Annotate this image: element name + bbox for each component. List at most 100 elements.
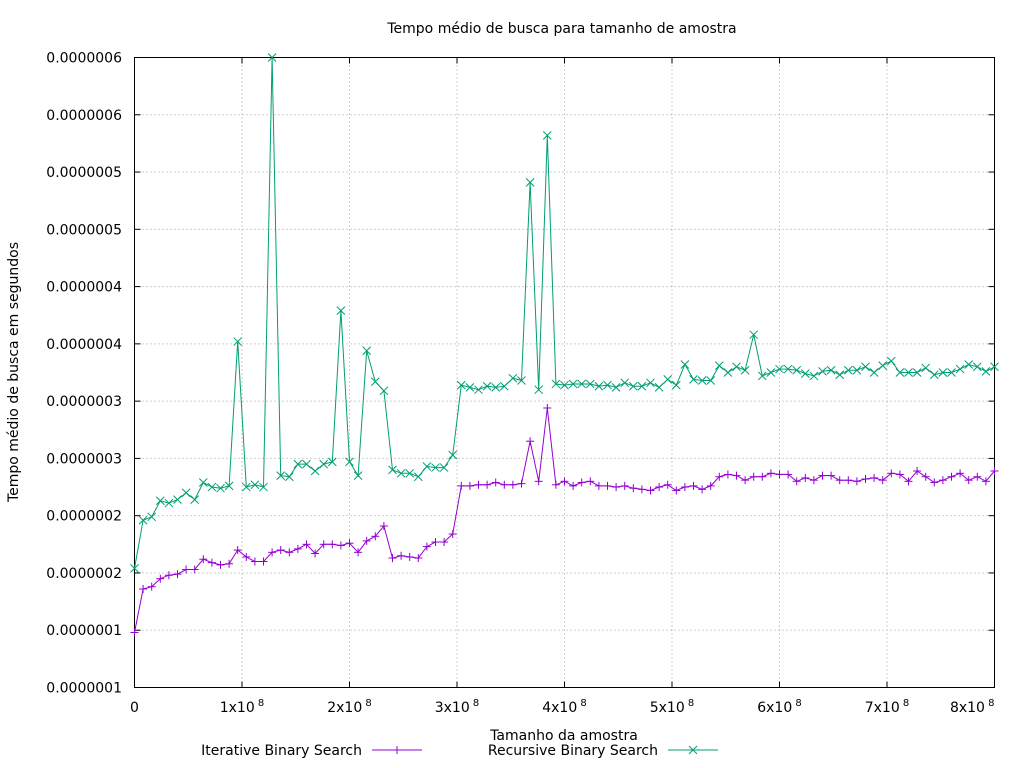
data-point <box>517 479 526 488</box>
legend-label-recursive: Recursive Binary Search <box>488 743 658 759</box>
data-point <box>517 376 526 385</box>
data-point <box>990 362 999 372</box>
data-point <box>827 471 836 480</box>
y-tick-label: 0.0000006 <box>46 51 122 67</box>
data-point <box>792 365 802 375</box>
data-point <box>500 480 509 489</box>
data-point <box>362 536 371 545</box>
data-point <box>671 380 681 390</box>
chart-title: Tempo médio de busca para tamanho de amo… <box>386 21 736 37</box>
data-point <box>465 383 475 392</box>
data-point <box>887 469 896 478</box>
data-point <box>930 478 939 487</box>
data-point <box>826 365 836 375</box>
data-point <box>818 471 827 480</box>
data-point <box>843 365 853 375</box>
data-point <box>569 481 578 490</box>
axis-ticks: 0.0000001 0.0000001 0.0000002 0.0000002 0.00… <box>46 51 995 716</box>
data-point <box>465 481 474 490</box>
data-point <box>233 337 243 346</box>
data-point <box>706 481 715 490</box>
data-point <box>852 477 861 486</box>
data-point <box>628 381 638 391</box>
data-point <box>276 546 285 555</box>
data-point <box>560 380 569 390</box>
legend-marker <box>393 746 401 754</box>
data-point <box>551 480 560 489</box>
data-point <box>431 463 440 472</box>
data-point <box>164 571 173 580</box>
data-point <box>139 584 148 593</box>
x-axis-label: Tamanho da amostra <box>489 728 638 744</box>
legend-label-iterative: Iterative Binary Search <box>201 743 362 759</box>
data-point <box>861 475 870 484</box>
data-point <box>293 544 302 553</box>
y-tick-label: 0.0000002 <box>46 509 122 525</box>
x-tick-label: 7x10 8 <box>865 698 910 716</box>
x-tick-label: 3x10 8 <box>435 698 480 716</box>
data-point <box>680 483 689 492</box>
data-point <box>542 131 552 140</box>
data-point <box>534 477 543 486</box>
y-tick-label: 0.0000001 <box>46 623 122 639</box>
data-point <box>637 485 646 494</box>
data-point <box>440 538 449 547</box>
data-point <box>422 462 432 471</box>
data-point <box>422 542 431 551</box>
y-tick-label: 0.0000005 <box>46 165 122 181</box>
data-point <box>276 471 286 480</box>
data-point <box>844 476 853 485</box>
data-point <box>956 469 965 478</box>
data-point <box>138 515 148 525</box>
x-tick-label: 1x10 8 <box>220 698 265 716</box>
data-point <box>663 480 672 489</box>
data-point <box>912 368 922 377</box>
data-point <box>629 484 638 493</box>
data-point <box>560 477 569 486</box>
data-point <box>654 383 664 392</box>
data-point <box>732 471 741 480</box>
data-point <box>878 361 888 370</box>
data-point <box>697 376 707 385</box>
data-point <box>370 377 380 387</box>
data-point <box>474 480 483 489</box>
data-point <box>904 368 913 377</box>
data-point <box>723 470 732 479</box>
data-point <box>181 488 191 498</box>
data-point <box>852 365 862 375</box>
data-point <box>328 540 337 549</box>
data-point <box>698 485 707 494</box>
data-point <box>199 555 208 564</box>
data-point <box>809 371 819 381</box>
data-point <box>216 483 225 493</box>
data-point <box>929 370 939 380</box>
data-point <box>972 362 982 372</box>
data-point <box>491 478 500 487</box>
data-point <box>714 361 724 370</box>
data-point <box>242 552 251 561</box>
data-point <box>964 476 973 485</box>
data-point <box>766 469 775 478</box>
data-point <box>655 483 664 492</box>
data-point <box>508 480 517 489</box>
data-point <box>947 472 956 481</box>
data-point <box>586 477 595 486</box>
data-point <box>620 481 629 490</box>
data-point <box>594 381 604 391</box>
data-point <box>310 466 320 476</box>
data-point <box>869 368 879 377</box>
data-point <box>319 459 329 469</box>
data-point <box>981 477 990 486</box>
data-point <box>990 467 999 476</box>
data-point <box>483 480 492 489</box>
y-tick-label: 0.0000004 <box>46 280 122 296</box>
data-point <box>603 481 612 490</box>
data-point <box>224 481 234 491</box>
legend: Iterative Binary Search Recursive Binary… <box>201 743 718 759</box>
data-point <box>354 548 363 557</box>
data-point <box>474 385 483 395</box>
data-point <box>603 380 612 390</box>
data-point <box>534 385 544 395</box>
data-point <box>672 486 681 495</box>
